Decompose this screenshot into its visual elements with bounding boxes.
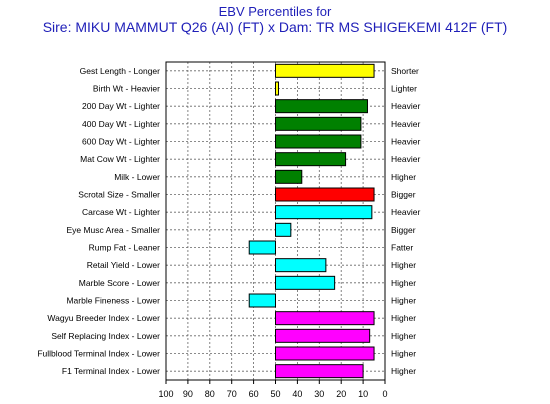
right-labels: Shorter Lighter Heavier Heavier Heavier Heavi… [391,66,420,376]
trait-label: F1 Terminal Index - Lower [62,366,160,376]
direction-label: Heavier [391,137,420,147]
trait-label: Eye Musc Area - Smaller [66,225,160,235]
x-tick-label: 0 [382,389,387,399]
trait-label: 600 Day Wt - Lighter [82,137,160,147]
x-tick-label: 80 [205,389,215,399]
x-tick-label: 70 [227,389,237,399]
bar [275,63,375,78]
trait-label: Milk - Lower [114,172,160,182]
bar-group [248,63,375,379]
x-tick-label: 100 [158,389,173,399]
trait-label: 400 Day Wt - Lighter [82,119,160,129]
direction-label: Heavier [391,154,420,164]
x-tick-label: 30 [314,389,324,399]
x-tick-label: 10 [358,389,368,399]
direction-label: Bigger [391,225,416,235]
bar [275,364,364,379]
chart-title: EBV Percentiles for [218,4,332,19]
trait-label: Self Replacing Index - Lower [51,331,160,341]
trait-label: 200 Day Wt - Lighter [82,101,160,111]
bar [248,293,277,308]
trait-label: Retail Yield - Lower [87,260,160,270]
bar [275,116,362,131]
x-tick-label: 90 [183,389,193,399]
x-tick-label: 40 [292,389,302,399]
x-tick-label: 60 [249,389,259,399]
x-tick-label: 20 [336,389,346,399]
bar [275,152,347,167]
x-tick-label: 50 [270,389,280,399]
direction-label: Lighter [391,84,417,94]
trait-label: Marble Fineness - Lower [66,296,160,306]
trait-label: Rump Fat - Leaner [89,243,161,253]
direction-label: Higher [391,366,416,376]
direction-label: Higher [391,331,416,341]
bar [275,311,375,326]
trait-label: Gest Length - Longer [80,66,161,76]
trait-label: Scrotal Size - Smaller [78,190,160,200]
direction-label: Higher [391,313,416,323]
bar [275,134,362,149]
bar [275,205,373,220]
trait-label: Wagyu Breeder Index - Lower [47,313,160,323]
left-labels: Gest Length - Longer Birth Wt - Heavier 20… [37,66,160,376]
trait-label: Birth Wt - Heavier [93,84,160,94]
bar [248,240,277,255]
direction-label: Heavier [391,119,420,129]
trait-label: Fullblood Terminal Index - Lower [37,349,160,359]
chart-subtitle: Sire: MIKU MAMMUT Q26 (AI) (FT) x Dam: T… [42,19,508,35]
direction-label: Heavier [391,207,420,217]
trait-label: Marble Score - Lower [79,278,160,288]
direction-label: Bigger [391,190,416,200]
trait-label: Mat Cow Wt - Lighter [80,154,160,164]
direction-label: Higher [391,296,416,306]
trait-label: Carcase Wt - Lighter [82,207,160,217]
x-ticks: 100 90 80 70 60 50 40 30 20 10 0 [158,380,388,399]
direction-label: Shorter [391,66,419,76]
direction-label: Higher [391,260,416,270]
bar [275,222,292,237]
bar [275,346,375,361]
bar [275,328,371,343]
direction-label: Higher [391,278,416,288]
bar [275,275,336,290]
direction-label: Heavier [391,101,420,111]
direction-label: Fatter [391,243,413,253]
direction-label: Higher [391,349,416,359]
bar [275,81,279,96]
bar [275,258,327,273]
bar [275,169,303,184]
bar [275,99,368,114]
bar [275,187,375,202]
direction-label: Higher [391,172,416,182]
